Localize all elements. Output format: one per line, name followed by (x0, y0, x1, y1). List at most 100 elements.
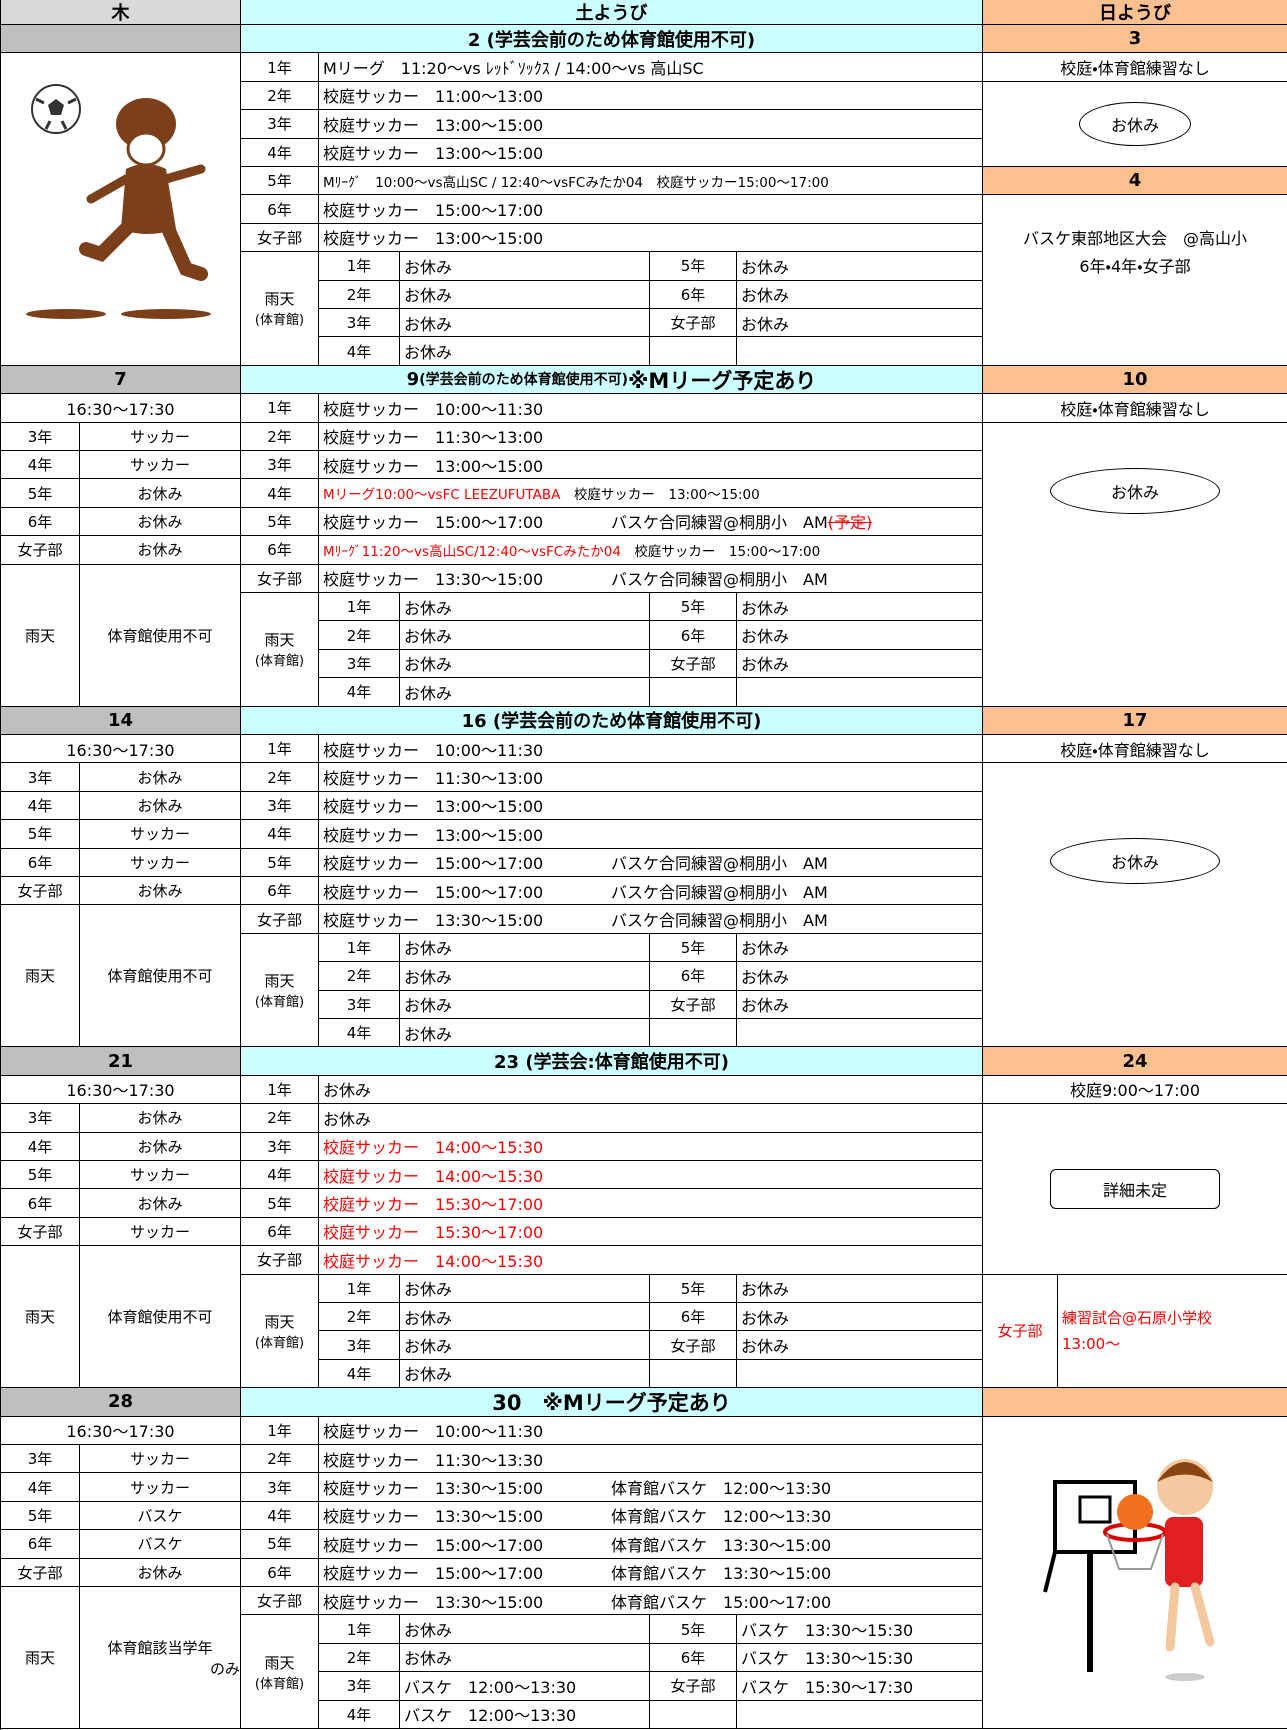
sat-activity: Mリーグ10:00～vsFC LEEZUFUTABA 校庭サッカー 13:00～… (319, 479, 983, 508)
sat-grade: 6年 (241, 877, 319, 906)
text: 1年 (346, 598, 372, 617)
text: 校庭・体育館練習なし (1060, 399, 1210, 419)
text: バスケ合同練習@桐朋小 AM (611, 570, 828, 590)
rain-activity: お休み (400, 933, 650, 963)
text: 校庭サッカー 10:00～11:30 (323, 399, 544, 419)
thu-activity: お休み (80, 1558, 241, 1587)
text: 校庭サッカー 13:00～15:00 (323, 456, 544, 476)
header-sat: 土ようび (241, 0, 983, 25)
rain-grade: 1年 (319, 1274, 400, 1303)
sat-grade: 4年 (241, 1161, 319, 1190)
sun-date: 10 (983, 365, 1287, 395)
text: 3年 (267, 1478, 292, 1497)
rain-sub: (体育館) (254, 654, 305, 670)
thu-grade: 女子部 (1, 877, 80, 906)
text: 3年 (27, 1109, 53, 1128)
rain-activity: お休み (400, 593, 650, 622)
sat-grade: 5年 (241, 1530, 319, 1559)
text: 1年 (267, 58, 292, 77)
text: 6年 (27, 1194, 53, 1213)
text: 5年 (27, 484, 53, 503)
rain-label: 雨天 (264, 1312, 295, 1331)
sun-date: 24 (983, 1047, 1287, 1076)
rain-label: 雨天 (264, 631, 295, 650)
text: お休み (404, 598, 453, 618)
sat-date: 23 (学芸会:体育館使用不可) (241, 1047, 983, 1076)
text: 女子部 (256, 1251, 302, 1270)
sat-date: 16 (学芸会前のため体育館使用不可) (241, 706, 983, 735)
rain-grade: 1年 (319, 1615, 400, 1644)
text: 4年 (27, 1478, 53, 1497)
sat-activity: 校庭サッカー 11:30～13:00 (319, 422, 983, 451)
text: お休み (404, 939, 453, 959)
text: 3年 (27, 1450, 53, 1469)
sat-grade: 4年 (241, 1501, 319, 1531)
text: 4年 (346, 683, 372, 702)
sat-grade: 3年 (241, 1473, 319, 1502)
sat-activity: 校庭サッカー 14:00～15:30 (319, 1161, 983, 1190)
sat-activity: 校庭サッカー 11:30～13:00 (319, 763, 983, 792)
text: 校庭サッカー 13:00～15:00 (323, 144, 544, 164)
rain-grade: 4年 (319, 1700, 400, 1729)
thu-activity: お休み (80, 1132, 241, 1161)
text: 1年 (346, 938, 372, 957)
thu-activity: サッカー (80, 1473, 241, 1502)
rain-activity (737, 678, 983, 707)
rain-grade: 3年 (319, 1672, 400, 1701)
sat-grade: 1年 (241, 1075, 319, 1105)
rain-activity: バスケ 13:30～15:30 (737, 1615, 983, 1644)
thu-rain: 雨天 (1, 905, 80, 1048)
thu-rain: 雨天 (1, 1587, 80, 1729)
text: お休み (741, 257, 790, 277)
text: 5年 (680, 598, 706, 617)
text: お休み (741, 655, 790, 675)
text: サッカー (129, 853, 190, 872)
rain-activity: バスケ 13:30～15:30 (737, 1643, 983, 1673)
rain-grade: 4年 (319, 1019, 400, 1048)
text: お休み (137, 768, 183, 787)
thu-grade: 4年 (1, 1132, 80, 1161)
rain-grade: 1年 (319, 593, 400, 622)
thu-activity: サッカー (80, 422, 241, 451)
text: 16:30～17:30 (66, 399, 175, 419)
text: 5年 (267, 1535, 292, 1554)
sun-note: 校庭・体育館練習なし (983, 53, 1287, 82)
sat-activity: 校庭サッカー 13:00～15:00 (319, 820, 983, 849)
text-line: 体育館使用不可 (107, 626, 213, 645)
text: 雨天 (24, 626, 55, 645)
text-line: バスケ東部地区大会 @高山小 (1022, 229, 1247, 249)
rain-activity: お休み (737, 593, 983, 622)
sat-activity: 校庭サッカー 13:00～15:00 (319, 791, 983, 821)
sat-grade: 6年 (241, 1217, 319, 1247)
text: 女子部 (670, 995, 716, 1014)
sat-date: 30 ※Mリーグ予定あり (241, 1388, 983, 1417)
text: 4年 (27, 456, 53, 475)
thu-activity: お休み (80, 877, 241, 906)
text: バスケ合同練習@桐朋小 AM (611, 854, 828, 874)
box-label: 詳細未定 (1050, 1168, 1220, 1209)
text: 女子部 (256, 228, 302, 247)
rain-activity (737, 1359, 983, 1389)
rain-sub: (体育館) (254, 1676, 305, 1692)
sat-activity: 校庭サッカー 13:30～15:00 バスケ合同練習@桐朋小 AM (319, 564, 983, 593)
sat-note: バスケ合同練習@桐朋小 AM (611, 850, 828, 874)
sat-activity: 校庭サッカー 10:00～11:30 (319, 394, 983, 423)
text: バスケ 12:00～13:30 (404, 1706, 577, 1726)
thu-activity: サッカー (80, 1161, 241, 1190)
text: 雨天 (24, 1649, 55, 1667)
sat-grade: 女子部 (241, 905, 319, 934)
sat-note: バスケ合同練習@桐朋小 AM (611, 879, 828, 903)
text: サッカー (129, 1450, 190, 1469)
rain-grade (650, 1359, 737, 1389)
text: 2年 (346, 626, 372, 645)
text: お休み (137, 512, 183, 531)
rain-grade: 4年 (319, 1359, 400, 1389)
rain-grade: 3年 (319, 649, 400, 679)
text: 体育館バスケ 12:00～13:30 (611, 1479, 832, 1499)
sat-activity: 校庭サッカー 13:30～15:00 バスケ合同練習@桐朋小 AM (319, 905, 983, 934)
text: 女子部 (17, 541, 63, 560)
text: お休み (404, 683, 453, 703)
text: 校庭サッカー 15:00～17:00 (323, 513, 544, 533)
text: 14 (107, 709, 134, 731)
header-sun: 日ようび (983, 0, 1287, 25)
